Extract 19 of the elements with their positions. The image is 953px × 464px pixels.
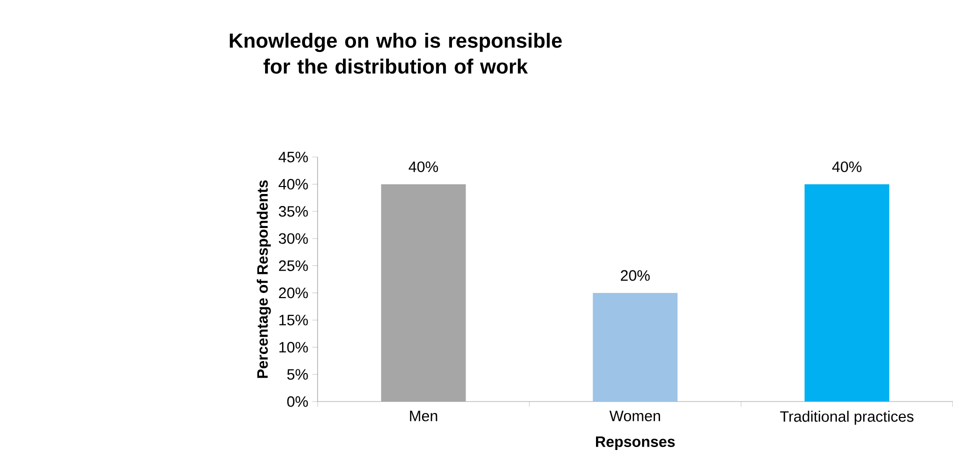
- y-tick-label: 45%: [278, 152, 308, 162]
- y-tick-label: 15%: [279, 314, 308, 326]
- data-label: 40%: [408, 161, 438, 172]
- y-axis-title: Percentage of Respondents: [256, 180, 271, 378]
- y-tick-label: 40%: [278, 178, 308, 190]
- chart-title: Knowledge on who is responsible for the distribution of work: [230, 32, 562, 74]
- x-tick-label: Men: [410, 410, 438, 422]
- y-tick-label: 5%: [287, 369, 308, 380]
- data-label: 40%: [832, 161, 862, 172]
- y-tick-label: 35%: [278, 206, 308, 217]
- y-tick-label: 20%: [279, 288, 308, 298]
- x-tick-label: Traditional practices: [780, 410, 914, 425]
- x-tick-label: Women: [609, 410, 660, 422]
- x-axis-title: Repsonses: [596, 436, 675, 450]
- data-label: 20%: [620, 270, 650, 281]
- y-tick-label: 10%: [279, 342, 308, 353]
- y-tick-label: 0%: [287, 396, 308, 407]
- y-tick-label: 30%: [278, 233, 308, 244]
- y-tick-label: 25%: [279, 260, 308, 272]
